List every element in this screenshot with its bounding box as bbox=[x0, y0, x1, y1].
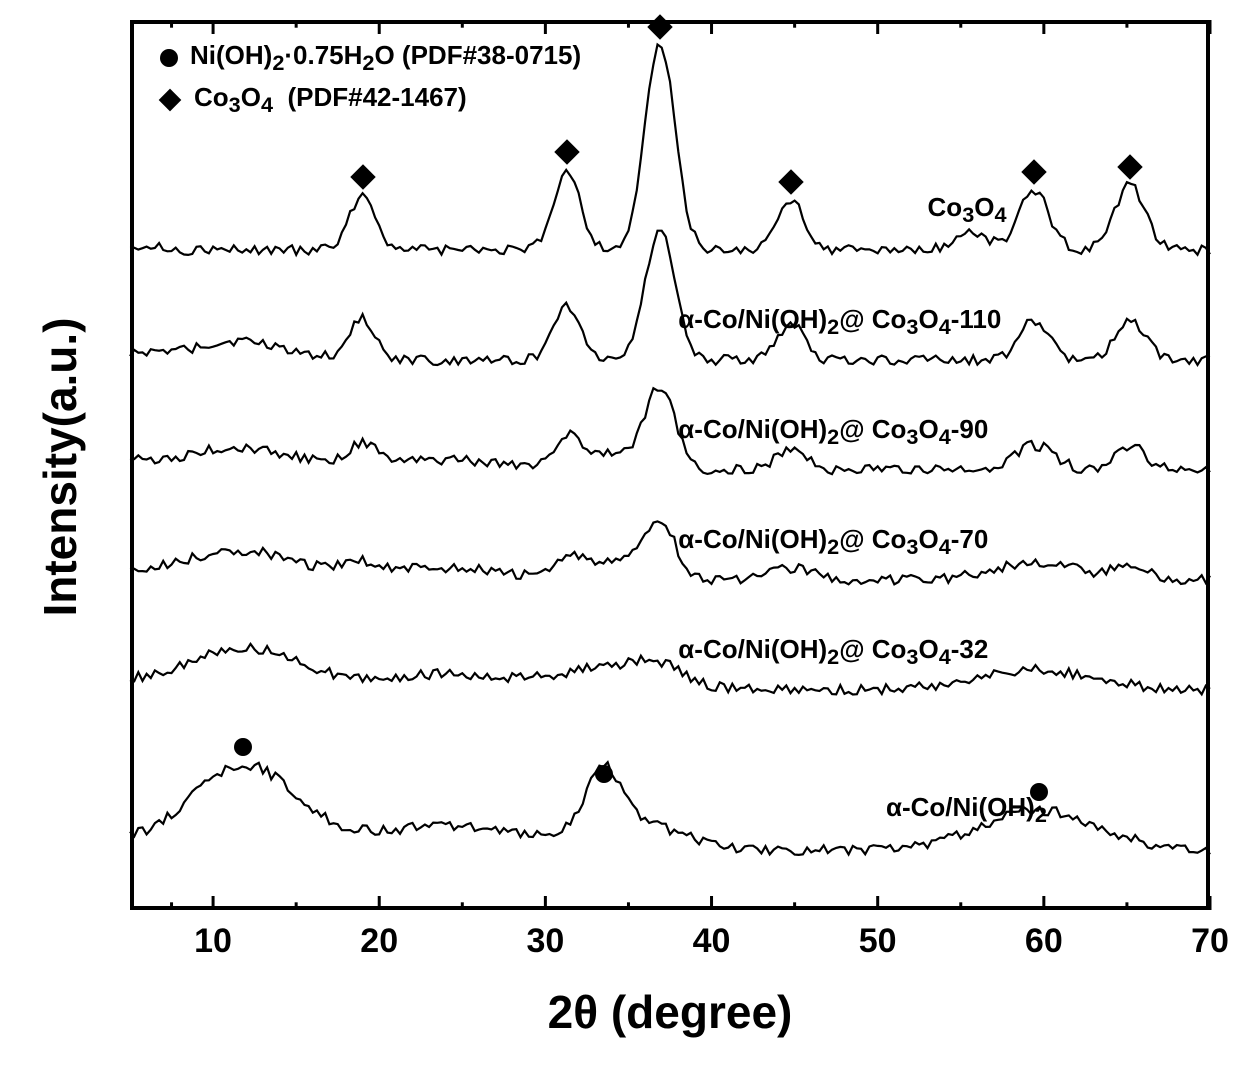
x-tick-label: 10 bbox=[194, 922, 232, 961]
x-tick-label: 40 bbox=[693, 922, 731, 961]
x-tick-label: 50 bbox=[859, 922, 897, 961]
x-tick-label: 70 bbox=[1191, 922, 1229, 961]
x-tick-label: 30 bbox=[526, 922, 564, 961]
plot-frame bbox=[130, 20, 1210, 910]
x-tick-label: 20 bbox=[360, 922, 398, 961]
x-tick-label: 60 bbox=[1025, 922, 1063, 961]
y-axis-label: Intensity(a.u.) bbox=[33, 297, 87, 637]
xrd-chart: Intensity(a.u.) 2θ (degree) 10 20 30 40 50 60… bbox=[0, 0, 1240, 1069]
x-axis-label: 2θ (degree) bbox=[470, 985, 870, 1039]
